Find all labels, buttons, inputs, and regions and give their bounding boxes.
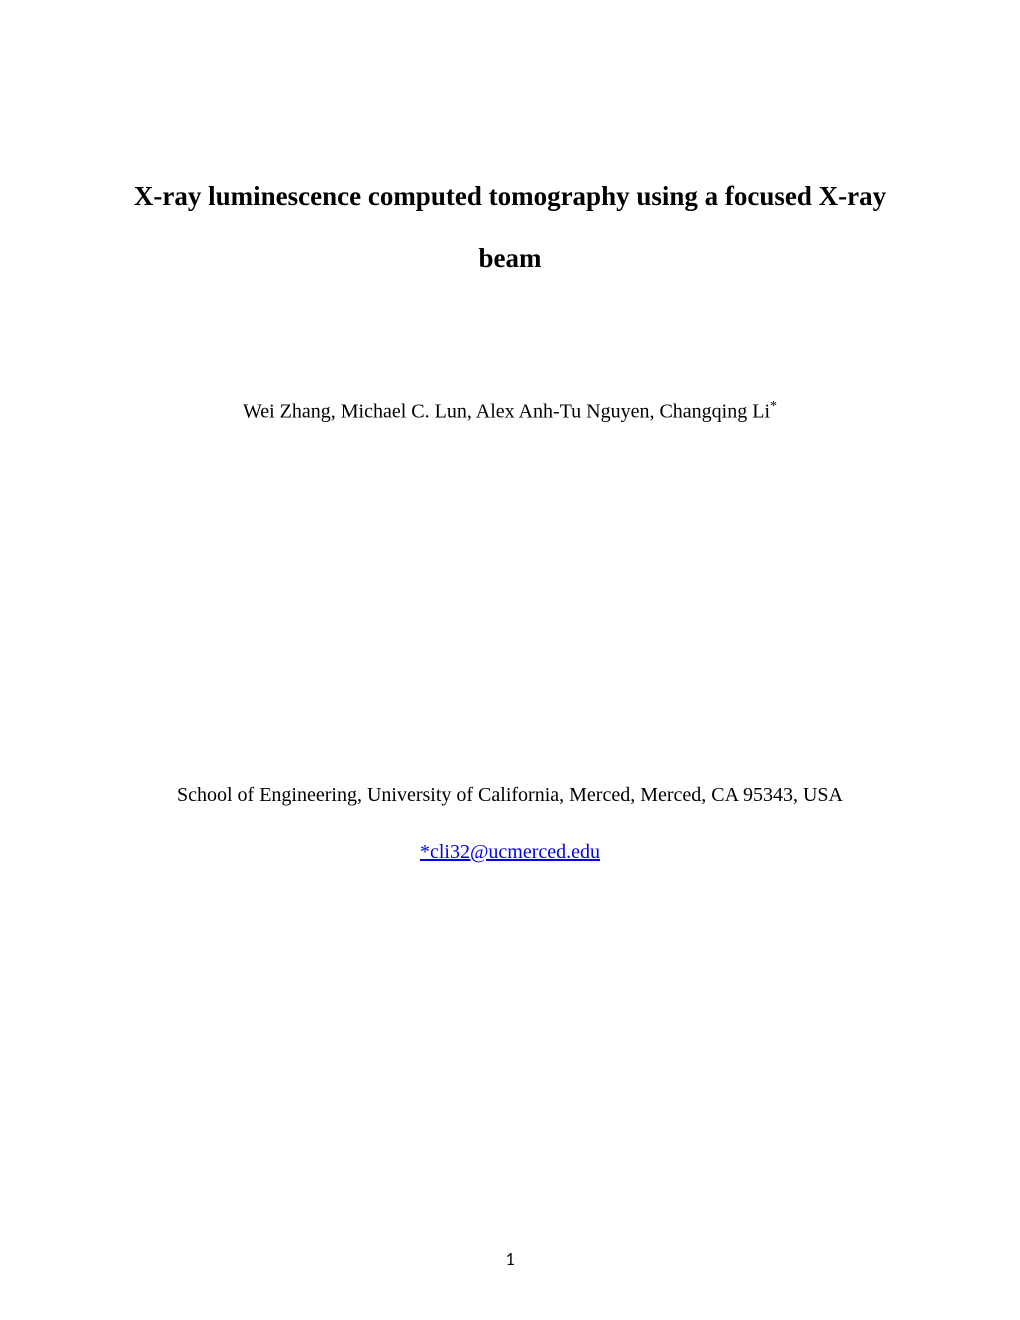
corresponding-marker: *	[770, 399, 777, 414]
corresponding-email: *cli32@ucmerced.edu	[120, 841, 900, 864]
page-number: 1	[0, 1248, 1020, 1270]
email-prefix: *	[420, 841, 430, 863]
email-link[interactable]: *cli32@ucmerced.edu	[420, 841, 600, 863]
paper-title: X-ray luminescence computed tomography u…	[120, 165, 900, 289]
author-list: Wei Zhang, Michael C. Lun, Alex Anh-Tu N…	[120, 399, 900, 424]
email-address: cli32@ucmerced.edu	[430, 841, 600, 863]
author-names: Wei Zhang, Michael C. Lun, Alex Anh-Tu N…	[243, 401, 770, 423]
affiliation: School of Engineering, University of Cal…	[120, 784, 900, 807]
